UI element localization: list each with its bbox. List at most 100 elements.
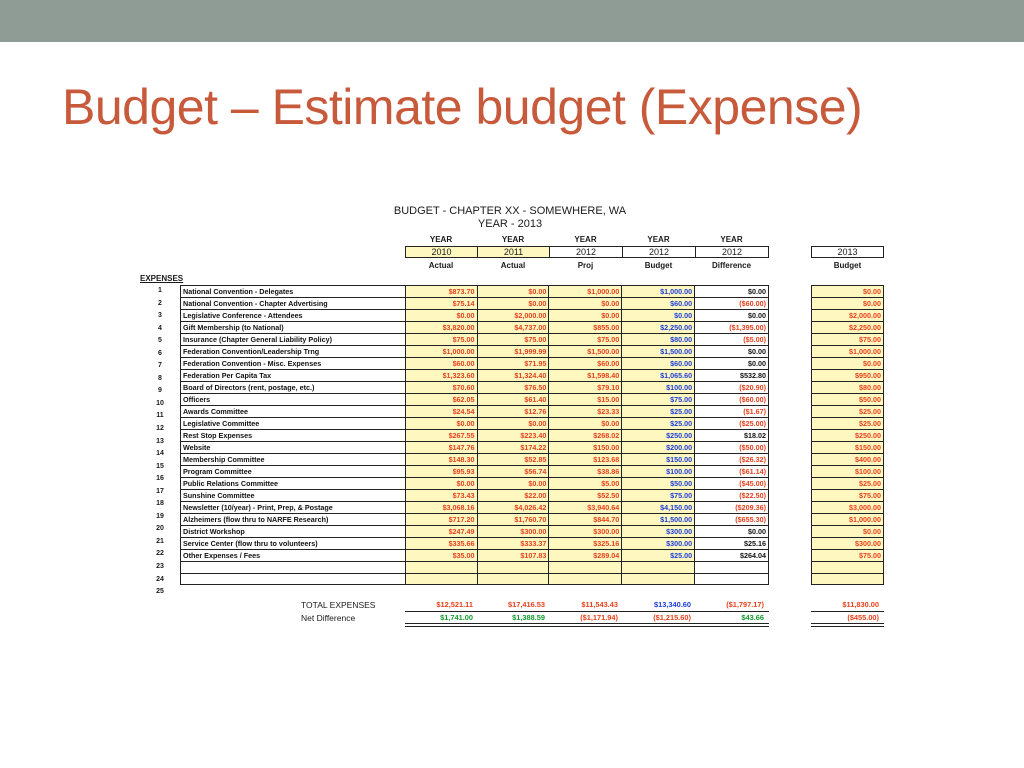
cell-b2012: $300.00 <box>621 537 696 550</box>
col-year-label: YEAR <box>720 235 743 244</box>
cell-a2010: $70.60 <box>404 381 478 394</box>
table-row: $100.00 <box>811 465 884 478</box>
cell-a2010: $1,323.60 <box>404 369 478 382</box>
cell-diff: $0.00 <box>694 525 769 538</box>
cell-a2011: $56.74 <box>476 465 550 478</box>
cell-desc: Legislative Committee <box>180 417 406 430</box>
cell-b2012: $1,000.00 <box>621 285 696 298</box>
cell-p2012: $268.02 <box>548 429 623 442</box>
cell-p2012: $289.04 <box>548 549 623 562</box>
cell-b2013: $25.00 <box>811 477 884 490</box>
cell-b2012: $200.00 <box>621 441 696 454</box>
cell-a2010: $717.20 <box>404 513 478 526</box>
cell-a2011: $223.40 <box>476 429 550 442</box>
cell-a2010: $335.66 <box>404 537 478 550</box>
cell-p2012: $5.00 <box>548 477 623 490</box>
row-number: 2 <box>158 299 162 307</box>
cell-diff: ($45.00) <box>694 477 769 490</box>
cell-a2010: $873.70 <box>404 285 478 298</box>
col-year: 2012 <box>549 246 623 258</box>
cell-a2011: $4,737.00 <box>476 321 550 334</box>
table-row: $2,250.00 <box>811 321 884 334</box>
row-number: 8 <box>158 374 162 382</box>
cell-a2011: $1,999.99 <box>476 345 550 358</box>
cell-b2012: $1,500.00 <box>621 345 696 358</box>
total-a2010: $12,521.11 <box>436 600 473 609</box>
cell-desc: Federation Convention/Leadership Trng <box>180 345 406 358</box>
cell-desc: Website <box>180 441 406 454</box>
cell-p2012: $0.00 <box>548 309 623 322</box>
col-type: Actual <box>428 261 454 270</box>
row-number: 16 <box>156 475 164 483</box>
cell-a2011: $0.00 <box>476 285 550 298</box>
cell-b2012: $1,500.00 <box>621 513 696 526</box>
cell-diff <box>694 572 769 586</box>
cell-b2012: $25.00 <box>621 417 696 430</box>
cell-a2010: $147.76 <box>404 441 478 454</box>
col-year: 2010 <box>405 246 478 258</box>
cell-p2012 <box>548 572 623 586</box>
expenses-label: EXPENSES <box>140 274 184 283</box>
cell-b2013: $0.00 <box>811 285 884 298</box>
cell-a2010: $247.49 <box>404 525 478 538</box>
col-type: Actual <box>500 261 526 270</box>
cell-diff: $0.00 <box>694 285 769 298</box>
cell-b2012: $100.00 <box>621 381 696 394</box>
cell-a2010: $0.00 <box>404 309 478 322</box>
cell-a2010 <box>404 561 478 574</box>
row-number: 4 <box>158 324 162 332</box>
cell-desc: Membership Committee <box>180 453 406 466</box>
col-type-2013: Budget <box>833 261 862 270</box>
cell-a2011: $52.85 <box>476 453 550 466</box>
cell-b2013: $80.00 <box>811 381 884 394</box>
table-row <box>811 561 884 574</box>
cell-diff: ($655.30) <box>694 513 769 526</box>
cell-b2013: $1,000.00 <box>811 513 884 526</box>
table-row: Legislative Conference - Attendees $0.00 $… <box>180 309 769 322</box>
col-type: Budget <box>644 261 673 270</box>
cell-diff: $18.02 <box>694 429 769 442</box>
cell-b2013: $950.00 <box>811 369 884 382</box>
cell-a2011: $4,026.42 <box>476 501 550 514</box>
row-number: 22 <box>156 550 164 558</box>
cell-p2012: $1,500.00 <box>548 345 623 358</box>
cell-b2013: $75.00 <box>811 489 884 502</box>
table-row: Service Center (flow thru to volunteers)… <box>180 537 769 550</box>
table-row: $75.00 <box>811 333 884 346</box>
cell-p2012: $23.33 <box>548 405 623 418</box>
table-row: Gift Membership (to National) $3,820.00 $4… <box>180 321 769 334</box>
cell-b2012: $300.00 <box>621 525 696 538</box>
net-b2012: ($1,215.60) <box>653 613 691 622</box>
row-number: 10 <box>156 399 164 407</box>
cell-b2013: $250.00 <box>811 429 884 442</box>
row-number: 12 <box>156 425 164 433</box>
cell-a2010: $75.00 <box>404 333 478 346</box>
table-row: Federation Convention/Leadership Trng $1,… <box>180 345 769 358</box>
cell-desc: Newsletter (10/year) - Print, Prep, & Po… <box>180 501 406 514</box>
cell-b2013: $100.00 <box>811 465 884 478</box>
cell-diff: ($25.00) <box>694 417 769 430</box>
cell-desc: District Workshop <box>180 525 406 538</box>
row-number: 20 <box>156 525 164 533</box>
cell-diff: ($61.14) <box>694 465 769 478</box>
row-number: 25 <box>156 588 164 596</box>
table-row: Federation Per Capita Tax $1,323.60 $1,324… <box>180 369 769 382</box>
total-expenses-label: TOTAL EXPENSES <box>301 600 376 610</box>
cell-diff: $25.16 <box>694 537 769 550</box>
table-row: Program Committee $95.93 $56.74 $38.86 $100.… <box>180 465 769 478</box>
table-row: Awards Committee $24.54 $12.76 $23.33 $25.00… <box>180 405 769 418</box>
cell-a2011: $0.00 <box>476 297 550 310</box>
table-row: $1,000.00 <box>811 513 884 526</box>
table-row: $150.00 <box>811 441 884 454</box>
slide-title: Budget – Estimate budget (Expense) <box>62 79 863 135</box>
sheet-title: BUDGET - CHAPTER XX - SOMEWHERE, WA <box>393 205 627 217</box>
table-row: Board of Directors (rent, postage, etc.)… <box>180 381 769 394</box>
cell-b2012: $25.00 <box>621 549 696 562</box>
cell-a2011 <box>476 572 550 586</box>
cell-desc: Federation Convention - Misc. Expenses <box>180 357 406 370</box>
net-a2010: $1,741.00 <box>440 613 473 622</box>
total-b2012: $13,340.60 <box>654 600 691 609</box>
row-number: 21 <box>156 537 164 545</box>
cell-diff: ($1,395.00) <box>694 321 769 334</box>
cell-a2011: $76.50 <box>476 381 550 394</box>
